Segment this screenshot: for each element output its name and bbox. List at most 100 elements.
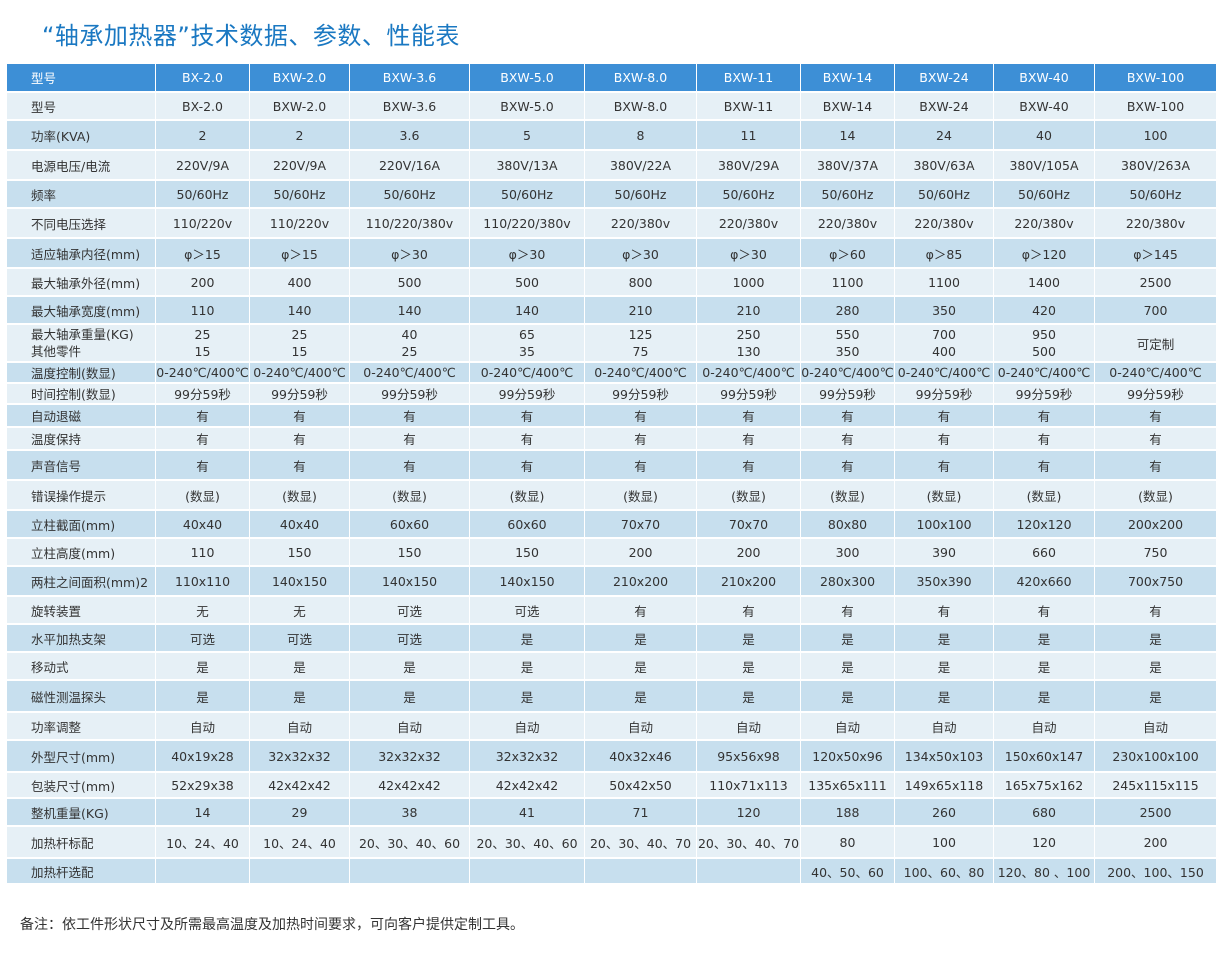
table-cell: 自动 <box>470 713 585 741</box>
row-label: 立柱截面(mm) <box>7 511 156 539</box>
table-cell: 32x32x32 <box>350 741 470 773</box>
table-cell: 99分59秒 <box>156 384 250 405</box>
table-cell: 有 <box>1095 451 1217 481</box>
table-cell: 220V/16A <box>350 151 470 181</box>
row-label: 旋转装置 <box>7 597 156 625</box>
table-row: 错误操作提示 (数显) (数显) (数显) (数显) (数显) (数显) (数显) (数显) (数… <box>7 481 1217 511</box>
table-cell: 1100 <box>895 269 994 297</box>
table-cell: 38 <box>350 799 470 827</box>
table-cell: 420x660 <box>994 567 1095 597</box>
table-cell: 0-240℃/400℃ <box>250 363 350 384</box>
table-cell: 是 <box>1095 625 1217 653</box>
row-label: 不同电压选择 <box>7 209 156 239</box>
table-cell: 700 400 <box>895 325 994 363</box>
table-cell: 有 <box>994 597 1095 625</box>
table-cell: 可定制 <box>1095 325 1217 363</box>
table-cell: 是 <box>994 625 1095 653</box>
table-cell: 150 <box>350 539 470 567</box>
table-cell: 50/60Hz <box>994 181 1095 209</box>
table-cell: 有 <box>156 428 250 451</box>
table-cell: 有 <box>585 597 697 625</box>
table-cell: 380V/37A <box>801 151 895 181</box>
table-cell: 680 <box>994 799 1095 827</box>
table-cell: 150x60x147 <box>994 741 1095 773</box>
table-cell: 有 <box>156 405 250 428</box>
table-cell: 950 500 <box>994 325 1095 363</box>
table-cell: 有 <box>585 428 697 451</box>
table-cell: BXW-11 <box>697 93 801 121</box>
table-cell: 1000 <box>697 269 801 297</box>
table-cell: BXW-8.0 <box>585 93 697 121</box>
row-label: 适应轴承内径(mm) <box>7 239 156 269</box>
table-cell: φ＞30 <box>350 239 470 269</box>
table-cell: 1100 <box>801 269 895 297</box>
table-cell: 自动 <box>250 713 350 741</box>
table-cell: 500 <box>470 269 585 297</box>
table-row: 电源电压/电流 220V/9A 220V/9A 220V/16A 380V/13A 380… <box>7 151 1217 181</box>
table-cell: φ＞30 <box>697 239 801 269</box>
header-cell: BXW-11 <box>697 64 801 93</box>
table-row: 频率 50/60Hz 50/60Hz 50/60Hz 50/60Hz 50/60Hz 50/… <box>7 181 1217 209</box>
header-cell: BX-2.0 <box>156 64 250 93</box>
cell-line: 25 <box>194 327 211 342</box>
table-row: 立柱截面(mm) 40x40 40x40 60x60 60x60 70x70 70x70 80… <box>7 511 1217 539</box>
table-cell: 99分59秒 <box>585 384 697 405</box>
table-cell <box>470 859 585 885</box>
table-cell: 40、50、60 <box>801 859 895 885</box>
table-cell: 自动 <box>994 713 1095 741</box>
table-cell: BXW-5.0 <box>470 93 585 121</box>
table-cell: 200、100、150 <box>1095 859 1217 885</box>
table-cell: 可选 <box>250 625 350 653</box>
row-label: 错误操作提示 <box>7 481 156 511</box>
table-cell: 有 <box>1095 597 1217 625</box>
table-row: 适应轴承内径(mm) φ＞15 φ＞15 φ＞30 φ＞30 φ＞30 φ＞30 φ＞60 φ＞… <box>7 239 1217 269</box>
table-cell: 8 <box>585 121 697 151</box>
table-cell: 24 <box>895 121 994 151</box>
cell-line: 500 <box>1032 344 1056 359</box>
table-cell: 有 <box>895 428 994 451</box>
table-cell: 0-240℃/400℃ <box>1095 363 1217 384</box>
cell-line: 950 <box>1032 327 1056 342</box>
table-row: 型号 BX-2.0 BXW-2.0 BXW-3.6 BXW-5.0 BXW-8.0 BXW-… <box>7 93 1217 121</box>
table-cell: 有 <box>994 428 1095 451</box>
table-cell: 95x56x98 <box>697 741 801 773</box>
table-cell: 230x100x100 <box>1095 741 1217 773</box>
table-cell: 自动 <box>585 713 697 741</box>
table-cell: BXW-40 <box>994 93 1095 121</box>
table-cell: 14 <box>156 799 250 827</box>
table-row: 两柱之间面积(mm)2 110x110 140x150 140x150 140x150 2… <box>7 567 1217 597</box>
table-cell: 是 <box>585 653 697 681</box>
table-cell: (数显) <box>697 481 801 511</box>
table-cell: (数显) <box>470 481 585 511</box>
cell-line: 65 <box>519 327 535 342</box>
table-cell: 200 <box>156 269 250 297</box>
table-cell: 有 <box>697 597 801 625</box>
table-cell: 71 <box>585 799 697 827</box>
table-cell: φ＞60 <box>801 239 895 269</box>
table-cell: 80x80 <box>801 511 895 539</box>
table-cell: 1400 <box>994 269 1095 297</box>
table-cell: 无 <box>156 597 250 625</box>
table-cell: 32x32x32 <box>470 741 585 773</box>
table-cell: 100 <box>1095 121 1217 151</box>
table-cell: 220/380v <box>1095 209 1217 239</box>
table-row-weight: 最大轴承重量(KG) 其他零件 25 15 25 15 40 25 65 35 125 75 250 13… <box>7 325 1217 363</box>
header-cell: BXW-8.0 <box>585 64 697 93</box>
table-cell: BXW-14 <box>801 93 895 121</box>
table-cell: (数显) <box>156 481 250 511</box>
row-label: 温度控制(数显) <box>7 363 156 384</box>
table-cell: 210x200 <box>585 567 697 597</box>
table-cell: 自动 <box>156 713 250 741</box>
row-label-line: 最大轴承重量(KG) <box>31 327 134 342</box>
table-row: 水平加热支架 可选 可选 可选是是是是是是是 <box>7 625 1217 653</box>
table-cell: 210 <box>697 297 801 325</box>
cell-line: 75 <box>632 344 649 359</box>
cell-line: 25 <box>401 344 418 359</box>
table-cell: 无 <box>250 597 350 625</box>
row-label: 两柱之间面积(mm)2 <box>7 567 156 597</box>
table-cell: 2 <box>250 121 350 151</box>
table-cell: 可选 <box>470 597 585 625</box>
table-cell: 有 <box>994 405 1095 428</box>
row-label: 加热杆标配 <box>7 827 156 859</box>
cell-line: 125 <box>628 327 653 342</box>
